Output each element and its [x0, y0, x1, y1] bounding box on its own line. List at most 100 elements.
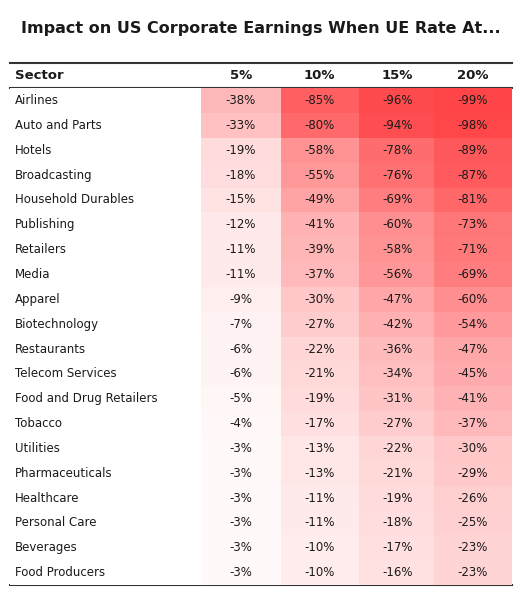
- Text: -18%: -18%: [226, 169, 256, 182]
- Text: -17%: -17%: [304, 417, 335, 430]
- Text: -89%: -89%: [457, 144, 488, 157]
- Text: -47%: -47%: [382, 293, 412, 306]
- Text: Beverages: Beverages: [15, 541, 77, 554]
- Text: -47%: -47%: [457, 343, 488, 356]
- Text: -30%: -30%: [304, 293, 335, 306]
- Text: -21%: -21%: [304, 367, 335, 380]
- Text: Media: Media: [15, 268, 50, 281]
- Text: -11%: -11%: [304, 517, 335, 529]
- Text: -3%: -3%: [230, 517, 253, 529]
- Text: -21%: -21%: [382, 467, 412, 480]
- Text: -22%: -22%: [304, 343, 335, 356]
- Text: -27%: -27%: [304, 317, 335, 331]
- Text: -98%: -98%: [457, 119, 488, 132]
- Text: -85%: -85%: [304, 94, 335, 107]
- Text: -10%: -10%: [304, 566, 335, 579]
- Text: -29%: -29%: [457, 467, 488, 480]
- Text: -58%: -58%: [304, 144, 335, 157]
- Text: -31%: -31%: [382, 392, 412, 405]
- Text: -58%: -58%: [382, 243, 412, 256]
- Text: -54%: -54%: [457, 317, 488, 331]
- Text: -45%: -45%: [457, 367, 488, 380]
- Text: Publishing: Publishing: [15, 218, 75, 232]
- Text: Food and Drug Retailers: Food and Drug Retailers: [15, 392, 157, 405]
- Text: 15%: 15%: [382, 69, 413, 82]
- Text: -42%: -42%: [382, 317, 412, 331]
- Text: -55%: -55%: [304, 169, 335, 182]
- Text: Apparel: Apparel: [15, 293, 60, 306]
- Text: 5%: 5%: [230, 69, 252, 82]
- Text: -81%: -81%: [457, 193, 488, 206]
- Text: Household Durables: Household Durables: [15, 193, 134, 206]
- Text: -15%: -15%: [226, 193, 256, 206]
- Text: -60%: -60%: [382, 218, 412, 232]
- Text: -4%: -4%: [230, 417, 253, 430]
- Text: -23%: -23%: [457, 566, 488, 579]
- Text: -17%: -17%: [382, 541, 412, 554]
- Text: -18%: -18%: [382, 517, 412, 529]
- Text: Personal Care: Personal Care: [15, 517, 96, 529]
- Text: Healthcare: Healthcare: [15, 491, 79, 505]
- Text: -39%: -39%: [304, 243, 335, 256]
- Text: -23%: -23%: [457, 541, 488, 554]
- Text: -25%: -25%: [457, 517, 488, 529]
- Text: -73%: -73%: [457, 218, 488, 232]
- Text: -19%: -19%: [304, 392, 335, 405]
- Text: -37%: -37%: [457, 417, 488, 430]
- Text: Tobacco: Tobacco: [15, 417, 62, 430]
- Text: -19%: -19%: [226, 144, 256, 157]
- Text: -36%: -36%: [382, 343, 412, 356]
- Text: -3%: -3%: [230, 541, 253, 554]
- Text: -34%: -34%: [382, 367, 412, 380]
- Text: -3%: -3%: [230, 467, 253, 480]
- Text: 10%: 10%: [304, 69, 335, 82]
- Text: -6%: -6%: [230, 343, 253, 356]
- Text: -26%: -26%: [457, 491, 488, 505]
- Text: -60%: -60%: [457, 293, 488, 306]
- Text: -56%: -56%: [382, 268, 412, 281]
- Text: -27%: -27%: [382, 417, 412, 430]
- Text: -49%: -49%: [304, 193, 335, 206]
- Text: -6%: -6%: [230, 367, 253, 380]
- Text: Impact on US Corporate Earnings When UE Rate At...: Impact on US Corporate Earnings When UE …: [21, 21, 501, 36]
- Text: -11%: -11%: [304, 491, 335, 505]
- Text: -76%: -76%: [382, 169, 412, 182]
- Text: -30%: -30%: [457, 442, 488, 455]
- Text: -13%: -13%: [304, 467, 335, 480]
- Text: 20%: 20%: [457, 69, 488, 82]
- Text: -99%: -99%: [457, 94, 488, 107]
- Text: -71%: -71%: [457, 243, 488, 256]
- Text: Utilities: Utilities: [15, 442, 60, 455]
- Text: -41%: -41%: [457, 392, 488, 405]
- Text: -11%: -11%: [226, 268, 256, 281]
- Text: Sector: Sector: [15, 69, 63, 82]
- Text: Telecom Services: Telecom Services: [15, 367, 116, 380]
- Text: Food Producers: Food Producers: [15, 566, 105, 579]
- Text: -11%: -11%: [226, 243, 256, 256]
- Text: -69%: -69%: [457, 268, 488, 281]
- Text: -16%: -16%: [382, 566, 412, 579]
- Text: -22%: -22%: [382, 442, 412, 455]
- Text: -96%: -96%: [382, 94, 412, 107]
- Text: -33%: -33%: [226, 119, 256, 132]
- Text: Pharmaceuticals: Pharmaceuticals: [15, 467, 112, 480]
- Text: Broadcasting: Broadcasting: [15, 169, 92, 182]
- Text: -13%: -13%: [304, 442, 335, 455]
- Text: Airlines: Airlines: [15, 94, 58, 107]
- Text: -69%: -69%: [382, 193, 412, 206]
- Text: Restaurants: Restaurants: [15, 343, 86, 356]
- Text: -78%: -78%: [382, 144, 412, 157]
- Text: -5%: -5%: [230, 392, 253, 405]
- Text: -87%: -87%: [457, 169, 488, 182]
- Text: -9%: -9%: [230, 293, 253, 306]
- Text: -3%: -3%: [230, 491, 253, 505]
- Text: -12%: -12%: [226, 218, 256, 232]
- Text: -41%: -41%: [304, 218, 335, 232]
- Text: -3%: -3%: [230, 442, 253, 455]
- Text: -80%: -80%: [304, 119, 335, 132]
- Text: -10%: -10%: [304, 541, 335, 554]
- Text: -94%: -94%: [382, 119, 412, 132]
- Text: -38%: -38%: [226, 94, 256, 107]
- Text: Biotechnology: Biotechnology: [15, 317, 99, 331]
- Text: -37%: -37%: [304, 268, 335, 281]
